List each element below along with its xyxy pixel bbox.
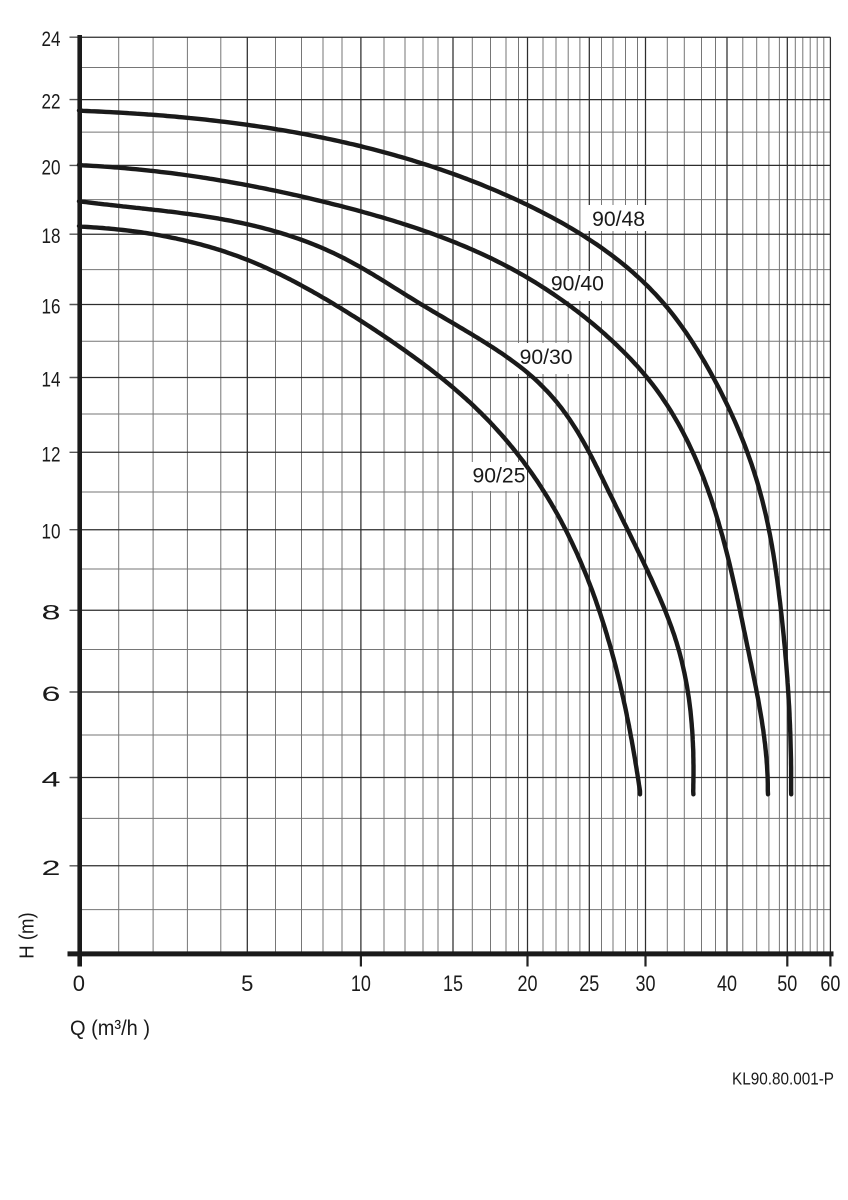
- svg-text:10: 10: [351, 971, 371, 996]
- svg-text:40: 40: [717, 971, 737, 996]
- svg-text:20: 20: [518, 971, 538, 996]
- svg-text:4: 4: [42, 769, 62, 792]
- svg-text:12: 12: [42, 443, 61, 466]
- svg-text:22: 22: [42, 91, 61, 114]
- svg-text:KL90.80.001-P: KL90.80.001-P: [732, 1069, 834, 1089]
- svg-text:50: 50: [777, 971, 797, 996]
- svg-text:0: 0: [73, 971, 85, 996]
- svg-text:90/48: 90/48: [592, 207, 645, 231]
- svg-text:Q (m³/h ): Q (m³/h ): [70, 1016, 150, 1040]
- svg-text:25: 25: [579, 971, 599, 996]
- svg-text:16: 16: [42, 296, 61, 319]
- svg-text:14: 14: [42, 369, 61, 392]
- svg-text:90/30: 90/30: [520, 345, 573, 369]
- svg-text:5: 5: [241, 971, 253, 996]
- svg-text:18: 18: [42, 225, 61, 248]
- svg-text:2: 2: [42, 857, 61, 880]
- svg-text:8: 8: [42, 601, 61, 624]
- svg-text:90/40: 90/40: [551, 272, 604, 296]
- svg-text:10: 10: [42, 521, 61, 544]
- svg-text:24: 24: [42, 28, 61, 51]
- svg-text:6: 6: [42, 683, 61, 706]
- svg-text:H (m): H (m): [17, 912, 39, 959]
- svg-text:20: 20: [42, 156, 61, 179]
- svg-text:30: 30: [636, 971, 656, 996]
- svg-text:90/25: 90/25: [473, 464, 526, 488]
- svg-text:60: 60: [820, 971, 840, 996]
- svg-text:15: 15: [443, 971, 463, 996]
